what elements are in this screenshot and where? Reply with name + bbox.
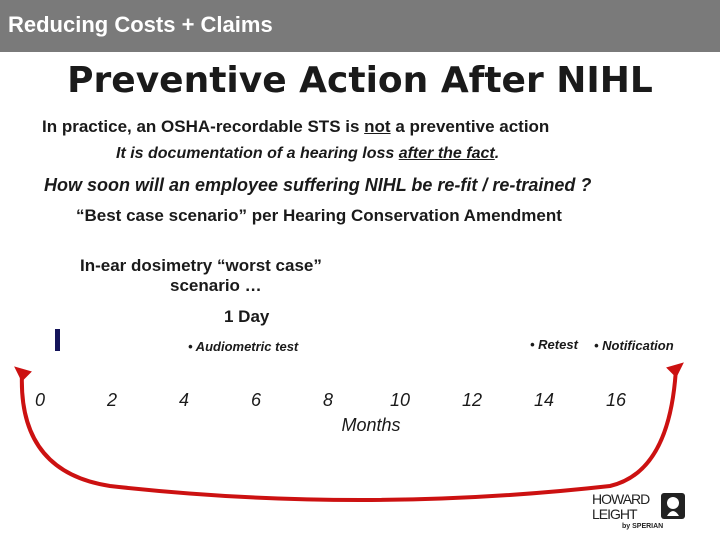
month-tick-2: 2: [106, 390, 117, 410]
worst-case-line-2: scenario …: [170, 276, 262, 295]
month-tick-16: 16: [606, 390, 627, 410]
month-tick-0: 0: [35, 390, 45, 410]
retest-label: • Retest: [530, 337, 578, 352]
timeline: 0 2 4 6 8 10 12 14 16 Months: [14, 362, 684, 502]
logo-line-2: LEIGHT: [592, 506, 638, 522]
notification-label: • Notification: [594, 338, 674, 353]
slide-title: Preventive Action After NIHL: [67, 60, 653, 101]
documentation-line: It is documentation of a hearing loss af…: [116, 145, 499, 163]
month-tick-14: 14: [534, 390, 554, 410]
header-bar: Reducing Costs + Claims: [0, 0, 720, 52]
month-tick-8: 8: [323, 390, 333, 410]
practice-line: In practice, an OSHA-recordable STS is n…: [42, 117, 549, 137]
documentation-line-suffix: .: [494, 145, 500, 162]
arc-arrowhead-right: [666, 362, 684, 378]
worst-case-line-1: In-ear dosimetry “worst case”: [80, 256, 322, 275]
logo-line-1: HOWARD: [592, 491, 650, 507]
one-day-marker: [55, 329, 60, 351]
practice-line-suffix: a preventive action: [390, 117, 550, 136]
month-tick-10: 10: [390, 390, 410, 410]
logo-byline: by SPERIAN: [622, 523, 664, 530]
return-arc: [19, 367, 678, 502]
header-title: Reducing Costs + Claims: [8, 12, 273, 37]
month-ticks: 0 2 4 6 8 10 12 14 16: [35, 390, 627, 410]
arc-arrowhead-left: [14, 366, 32, 382]
month-tick-6: 6: [251, 390, 262, 410]
month-tick-4: 4: [179, 390, 189, 410]
logo-mark-icon: [661, 493, 685, 519]
best-case-line: “Best case scenario” per Hearing Conserv…: [76, 206, 562, 225]
practice-line-emphasis: not: [364, 117, 391, 136]
months-axis-label: Months: [341, 415, 400, 435]
question-line: How soon will an employee suffering NIHL…: [44, 175, 592, 195]
month-tick-12: 12: [462, 390, 482, 410]
howard-leight-logo: HOWARD LEIGHT by SPERIAN: [592, 492, 692, 532]
documentation-line-prefix: It is documentation of a hearing loss: [116, 145, 399, 162]
audiometric-test-label: • Audiometric test: [188, 339, 299, 354]
one-day-label: 1 Day: [224, 307, 270, 326]
practice-line-prefix: In practice, an OSHA-recordable STS is: [42, 117, 365, 136]
documentation-line-emphasis: after the fact: [398, 145, 495, 162]
